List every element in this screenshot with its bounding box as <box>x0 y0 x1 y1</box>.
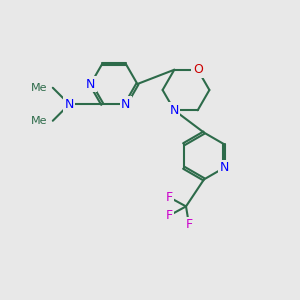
Text: Me: Me <box>31 83 47 93</box>
Text: F: F <box>166 209 173 222</box>
Text: N: N <box>86 77 95 91</box>
Text: F: F <box>185 218 193 231</box>
Text: N: N <box>220 161 229 174</box>
Text: N: N <box>64 98 74 111</box>
Text: N: N <box>169 104 179 117</box>
Text: O: O <box>193 63 202 76</box>
Text: Me: Me <box>31 116 47 126</box>
Text: N: N <box>121 98 130 111</box>
Text: F: F <box>166 191 173 204</box>
